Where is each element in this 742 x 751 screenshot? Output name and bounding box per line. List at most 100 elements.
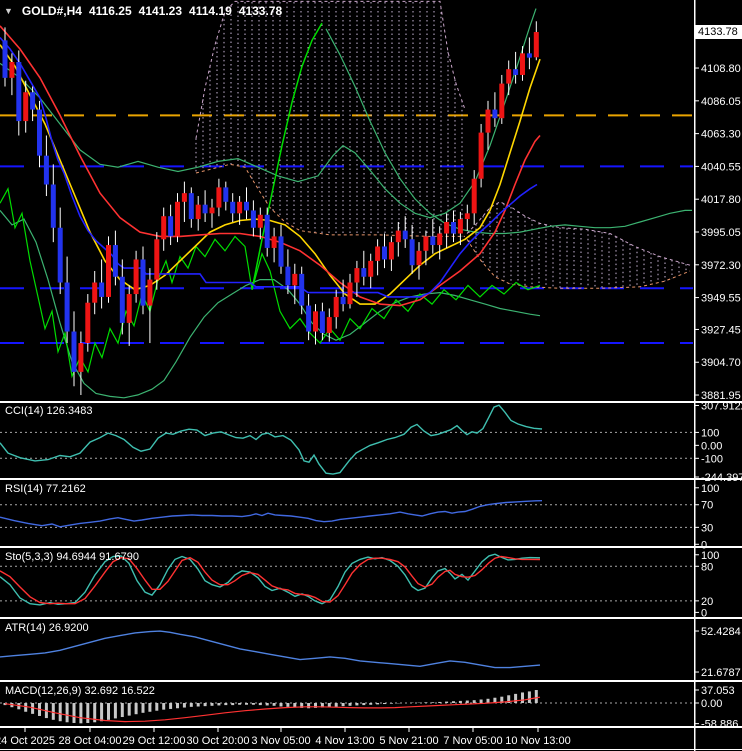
candle-body bbox=[140, 259, 146, 306]
atr-axis-label: 52.4284 bbox=[701, 626, 741, 638]
panel-separator[interactable] bbox=[0, 680, 742, 682]
rsi-axis-label: 70 bbox=[701, 500, 713, 512]
candle-body bbox=[92, 282, 98, 303]
macd-signal-line bbox=[4, 696, 541, 723]
chart-header: ▼ GOLD#,H4 4116.25 4141.23 4114.19 4133.… bbox=[4, 4, 282, 18]
price-axis-label: 3927.45 bbox=[701, 324, 741, 336]
atr-axis-label: 21.6787 bbox=[701, 667, 741, 679]
band-lower-green bbox=[0, 210, 541, 399]
price-axis-line bbox=[694, 0, 696, 751]
current-price-badge: 4133.78 bbox=[695, 25, 742, 40]
sto-d-line bbox=[0, 555, 541, 605]
candle-body bbox=[237, 201, 243, 214]
long-green-ma bbox=[325, 28, 692, 235]
symbol-dropdown-icon[interactable]: ▼ bbox=[4, 6, 13, 16]
blue-kijun bbox=[0, 36, 538, 298]
candle-body bbox=[430, 236, 436, 246]
time-axis-label[interactable]: 28 Oct 04:00 bbox=[59, 735, 122, 747]
senkou-span-a-line bbox=[466, 201, 691, 266]
candle-body bbox=[506, 69, 512, 84]
candle-body bbox=[126, 294, 132, 323]
macd-indicator-label: MACD(12,26,9) 32.692 16.522 bbox=[5, 685, 155, 697]
candle-body bbox=[161, 216, 167, 240]
cci-axis-label: -244.3978 bbox=[701, 472, 742, 484]
candle-body bbox=[2, 40, 8, 78]
time-axis-label[interactable]: 29 Oct 12:00 bbox=[123, 735, 186, 747]
time-axis-label[interactable]: 4 Nov 13:00 bbox=[315, 735, 374, 747]
candle-body bbox=[106, 245, 111, 297]
lime-spike bbox=[251, 22, 323, 290]
candle-body bbox=[375, 246, 381, 261]
rsi-axis-label: 30 bbox=[701, 522, 713, 534]
candle-body bbox=[99, 282, 105, 297]
candle-body bbox=[416, 250, 422, 266]
price-axis-label: 3904.70 bbox=[701, 357, 741, 369]
time-axis-label[interactable]: 30 Oct 20:00 bbox=[187, 735, 250, 747]
ohlc-close: 4133.78 bbox=[238, 4, 283, 18]
candle-body bbox=[285, 266, 291, 286]
time-axis-label[interactable]: 3 Nov 05:00 bbox=[251, 735, 310, 747]
cci-axis-label: -100 bbox=[701, 453, 723, 465]
red-ma bbox=[0, 25, 541, 307]
price-axis-label: 3881.95 bbox=[701, 390, 741, 402]
candle-body bbox=[202, 204, 208, 214]
candle-body bbox=[30, 92, 36, 110]
candle-body bbox=[533, 32, 539, 58]
ohlc-open: 4116.25 bbox=[88, 4, 132, 18]
cci-line bbox=[0, 404, 543, 475]
macd-axis-label: 0.00 bbox=[701, 698, 722, 710]
time-axis-label[interactable]: 24 Oct 2025 bbox=[0, 735, 55, 747]
sto-k-line bbox=[0, 553, 541, 606]
panel-separator[interactable] bbox=[0, 617, 742, 619]
candle-body bbox=[71, 331, 77, 372]
candle-body bbox=[464, 213, 470, 220]
band-upper-green bbox=[0, 8, 537, 219]
candle-body bbox=[85, 302, 91, 344]
candle-body bbox=[299, 273, 305, 306]
candle-body bbox=[230, 201, 236, 214]
candle-body bbox=[188, 193, 194, 220]
candle-body bbox=[271, 236, 277, 248]
candle-body bbox=[526, 53, 532, 58]
price-axis-label: 4017.80 bbox=[701, 194, 741, 206]
senkou-span-b-line bbox=[466, 239, 691, 289]
panel-separator[interactable] bbox=[0, 401, 742, 403]
candle-body bbox=[119, 276, 125, 323]
rsi-line bbox=[0, 500, 543, 528]
candle-body bbox=[382, 246, 387, 260]
panel-separator[interactable] bbox=[0, 726, 742, 728]
candle-body bbox=[175, 201, 180, 237]
candle-body bbox=[485, 109, 491, 133]
rsi-indicator-label: RSI(14) 77.2162 bbox=[5, 483, 86, 495]
candle-body bbox=[347, 282, 353, 305]
rsi-axis-label: 0 bbox=[701, 539, 707, 551]
candle-body bbox=[223, 187, 229, 202]
candle-body bbox=[306, 305, 312, 332]
candle-body bbox=[492, 109, 498, 119]
stochastic-axis-label: 100 bbox=[701, 550, 719, 562]
candle-body bbox=[64, 282, 70, 332]
macd-axis-label: 37.053 bbox=[701, 685, 735, 697]
stochastic-axis-label: 80 bbox=[701, 561, 713, 573]
candle-body bbox=[16, 61, 22, 122]
atr-indicator-label: ATR(14) 26.9200 bbox=[5, 622, 89, 634]
candle-body bbox=[471, 178, 477, 214]
candle-body bbox=[23, 92, 29, 122]
candle-body bbox=[264, 214, 270, 248]
ohlc-high: 4141.23 bbox=[138, 4, 183, 18]
candle-body bbox=[437, 233, 443, 246]
stochastic-axis-label: 20 bbox=[701, 596, 713, 608]
candle-body bbox=[244, 201, 249, 211]
candle-body bbox=[499, 83, 505, 119]
atr-line bbox=[0, 630, 541, 669]
time-axis-label[interactable]: 10 Nov 13:00 bbox=[505, 735, 570, 747]
panel-separator[interactable] bbox=[0, 478, 742, 480]
time-axis-label[interactable]: 7 Nov 05:00 bbox=[443, 735, 502, 747]
candle-body bbox=[147, 279, 153, 306]
time-axis-label[interactable]: 5 Nov 21:00 bbox=[379, 735, 438, 747]
panel-separator[interactable] bbox=[0, 546, 742, 548]
price-axis-label: 3972.30 bbox=[701, 260, 741, 272]
price-axis-label: 3995.05 bbox=[701, 227, 741, 239]
